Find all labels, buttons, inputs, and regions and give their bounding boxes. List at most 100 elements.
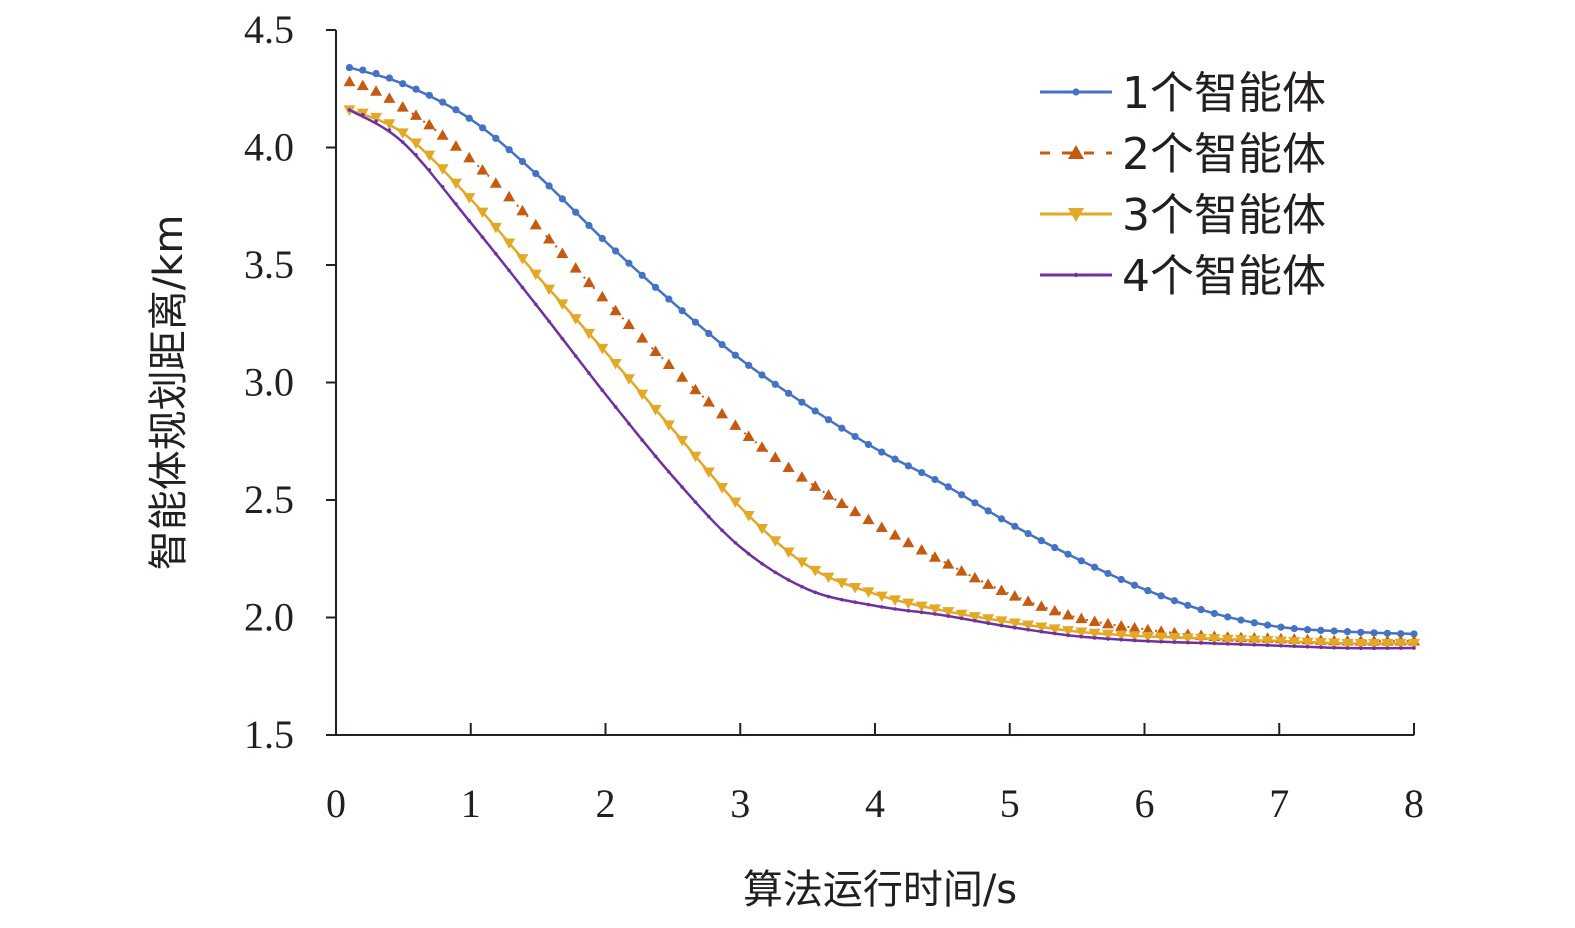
data-point (1370, 629, 1378, 637)
data-point (800, 584, 804, 589)
data-point (436, 129, 449, 140)
data-point (716, 482, 729, 494)
data-point (875, 591, 888, 603)
data-point (1343, 628, 1352, 636)
legend-item-3: 3个智能体 (1040, 190, 1326, 241)
data-point (1332, 645, 1336, 650)
data-point (370, 112, 383, 124)
data-point (691, 318, 700, 326)
data-point (596, 343, 609, 355)
data-point (532, 169, 540, 178)
data-point (383, 119, 396, 130)
legend-label: 1个智能体 (1122, 68, 1326, 119)
data-point (640, 438, 645, 442)
data-point (680, 485, 684, 489)
data-point (676, 371, 689, 382)
data-point (651, 283, 660, 291)
data-point (516, 204, 529, 216)
data-point (410, 138, 423, 149)
data-point (399, 80, 407, 88)
data-point (558, 195, 566, 203)
data-point (835, 578, 848, 589)
data-point (410, 109, 423, 120)
data-point (454, 202, 458, 206)
data-point (1181, 633, 1194, 644)
data-point (1368, 639, 1381, 650)
data-point (1141, 623, 1154, 635)
x-tick-label: 2 (596, 781, 616, 826)
data-point (1146, 639, 1150, 643)
data-point (1372, 646, 1376, 651)
data-point (449, 140, 462, 151)
legend-swatch-marker (1072, 88, 1080, 96)
data-point (1225, 642, 1230, 646)
data-point (915, 544, 928, 555)
data-point (1008, 618, 1021, 629)
data-point (543, 233, 556, 244)
chart-series (343, 64, 1420, 651)
data-point (933, 612, 937, 616)
data-point (1319, 645, 1323, 650)
data-point (716, 407, 729, 419)
data-point (1088, 628, 1101, 640)
data-point (906, 608, 911, 613)
data-point (489, 222, 502, 234)
data-point (370, 85, 383, 96)
data-point (755, 523, 768, 535)
data-point (360, 112, 365, 117)
data-point (662, 420, 675, 431)
data-point (1115, 620, 1128, 631)
data-point (374, 119, 378, 123)
data-point (636, 389, 649, 401)
data-point (356, 79, 369, 91)
data-point (968, 571, 981, 583)
data-point (1144, 587, 1152, 595)
data-point (782, 461, 795, 473)
data-point (689, 451, 702, 463)
data-point (1248, 635, 1261, 647)
data-point (463, 151, 476, 163)
data-point (902, 536, 915, 548)
data-point (1264, 621, 1272, 629)
x-tick-label: 1 (461, 781, 481, 826)
data-point (622, 374, 635, 385)
data-point (636, 332, 649, 343)
data-point (1185, 640, 1190, 645)
data-point (745, 361, 753, 369)
data-point (387, 128, 392, 132)
data-point (705, 329, 713, 338)
legend-swatch-marker (1068, 208, 1084, 222)
data-point (782, 547, 795, 558)
data-point (1035, 600, 1048, 611)
data-point (489, 177, 502, 188)
legend-item-2: 2个智能体 (1040, 129, 1326, 180)
data-point (693, 500, 698, 504)
y-tick-label: 2.5 (244, 477, 294, 522)
data-point (760, 561, 764, 566)
data-point (1101, 629, 1114, 641)
data-point (1279, 643, 1283, 648)
data-point (560, 336, 565, 341)
data-point (492, 134, 500, 142)
data-point (959, 616, 964, 621)
data-point (1224, 613, 1232, 621)
data-point (612, 247, 620, 255)
data-point (702, 395, 715, 407)
data-point (946, 614, 951, 618)
data-point (849, 582, 862, 594)
data-point (702, 467, 715, 479)
x-tick-label: 0 (326, 781, 346, 826)
data-point (1064, 550, 1072, 558)
data-point (665, 295, 673, 303)
y-axis-title: 智能体规划距离/km (146, 215, 192, 571)
data-point (529, 269, 542, 281)
data-point (1159, 639, 1163, 644)
data-point (973, 619, 977, 623)
data-point (1303, 626, 1312, 634)
data-point (999, 623, 1004, 628)
data-point (862, 587, 875, 598)
x-tick-label: 6 (1135, 781, 1155, 826)
data-point (653, 454, 658, 459)
data-point (928, 551, 941, 562)
